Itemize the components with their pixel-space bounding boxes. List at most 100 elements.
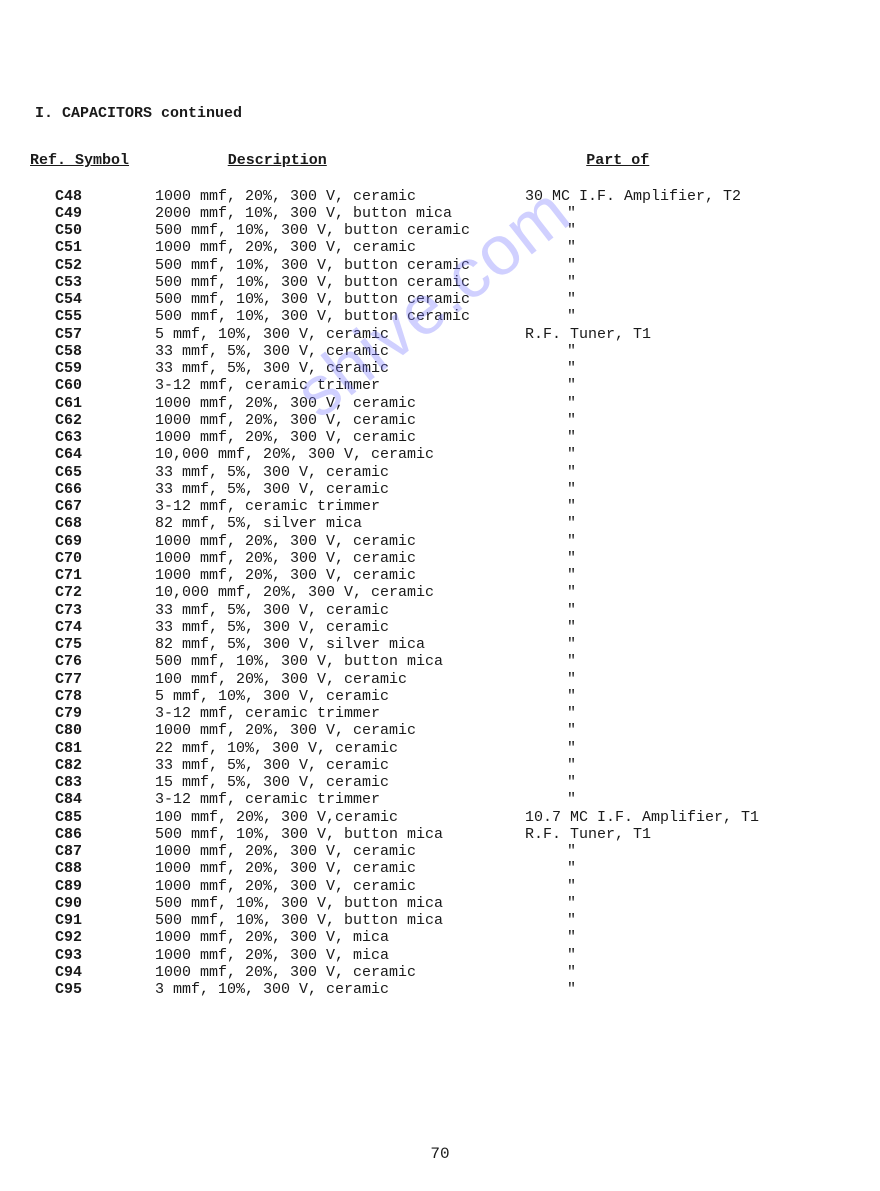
part-of: " [525,377,825,394]
description: 33 mmf, 5%, 300 V, ceramic [155,343,525,360]
ref-symbol: C68 [30,515,155,532]
ref-symbol: C55 [30,308,155,325]
table-row: C631000 mmf, 20%, 300 V, ceramic" [30,429,850,446]
description: 1000 mmf, 20%, 300 V, ceramic [155,722,525,739]
description: 82 mmf, 5%, 300 V, silver mica [155,636,525,653]
rows-container: C481000 mmf, 20%, 300 V, ceramic30 MC I.… [30,188,850,999]
ref-symbol: C90 [30,895,155,912]
part-of: " [525,291,825,308]
description: 10,000 mmf, 20%, 300 V, ceramic [155,584,525,601]
part-of: " [525,774,825,791]
part-of: " [525,895,825,912]
page: shive.com I. CAPACITORS continued Ref. S… [0,0,880,1191]
ref-symbol: C87 [30,843,155,860]
part-of: " [525,740,825,757]
table-row: C76500 mmf, 10%, 300 V, button mica" [30,653,850,670]
table-row: C7582 mmf, 5%, 300 V, silver mica" [30,636,850,653]
ref-symbol: C73 [30,602,155,619]
part-of: " [525,308,825,325]
table-row: C6882 mmf, 5%, silver mica" [30,515,850,532]
description: 500 mmf, 10%, 300 V, button mica [155,912,525,929]
table-row: C691000 mmf, 20%, 300 V, ceramic" [30,533,850,550]
description: 3-12 mmf, ceramic trimmer [155,791,525,808]
section-title: I. CAPACITORS continued [30,105,850,122]
ref-symbol: C67 [30,498,155,515]
ref-symbol: C80 [30,722,155,739]
ref-symbol: C92 [30,929,155,946]
table-row: C511000 mmf, 20%, 300 V, ceramic" [30,239,850,256]
table-row: C492000 mmf, 10%, 300 V, button mica" [30,205,850,222]
ref-symbol: C51 [30,239,155,256]
table-row: C8315 mmf, 5%, 300 V, ceramic" [30,774,850,791]
description: 33 mmf, 5%, 300 V, ceramic [155,481,525,498]
table-row: C86500 mmf, 10%, 300 V, button micaR.F. … [30,826,850,843]
part-of: " [525,964,825,981]
part-of: 10.7 MC I.F. Amplifier, T1 [525,809,825,826]
part-of: " [525,343,825,360]
description: 1000 mmf, 20%, 300 V, ceramic [155,412,525,429]
description: 500 mmf, 10%, 300 V, button ceramic [155,291,525,308]
table-row: C931000 mmf, 20%, 300 V, mica" [30,947,850,964]
ref-symbol: C81 [30,740,155,757]
ref-symbol: C84 [30,791,155,808]
table-row: C953 mmf, 10%, 300 V, ceramic" [30,981,850,998]
table-row: C6410,000 mmf, 20%, 300 V, ceramic" [30,446,850,463]
description: 500 mmf, 10%, 300 V, button mica [155,895,525,912]
table-row: C55500 mmf, 10%, 300 V, button ceramic" [30,308,850,325]
description: 33 mmf, 5%, 300 V, ceramic [155,360,525,377]
table-row: C8233 mmf, 5%, 300 V, ceramic" [30,757,850,774]
ref-symbol: C66 [30,481,155,498]
description: 1000 mmf, 20%, 300 V, mica [155,947,525,964]
ref-symbol: C93 [30,947,155,964]
table-row: C921000 mmf, 20%, 300 V, mica" [30,929,850,946]
table-row: C7210,000 mmf, 20%, 300 V, ceramic" [30,584,850,601]
part-of: " [525,274,825,291]
part-of: " [525,860,825,877]
description: 100 mmf, 20%, 300 V,ceramic [155,809,525,826]
part-of: " [525,929,825,946]
description: 1000 mmf, 20%, 300 V, ceramic [155,429,525,446]
ref-symbol: C57 [30,326,155,343]
ref-symbol: C74 [30,619,155,636]
table-row: C711000 mmf, 20%, 300 V, ceramic" [30,567,850,584]
table-row: C90500 mmf, 10%, 300 V, button mica" [30,895,850,912]
ref-symbol: C69 [30,533,155,550]
ref-symbol: C61 [30,395,155,412]
ref-symbol: C85 [30,809,155,826]
table-row: C5833 mmf, 5%, 300 V, ceramic" [30,343,850,360]
description: 5 mmf, 10%, 300 V, ceramic [155,326,525,343]
ref-symbol: C49 [30,205,155,222]
ref-symbol: C77 [30,671,155,688]
description: 500 mmf, 10%, 300 V, button mica [155,826,525,843]
page-number: 70 [0,1145,880,1163]
part-of: " [525,550,825,567]
ref-symbol: C95 [30,981,155,998]
ref-symbol: C78 [30,688,155,705]
table-row: C7333 mmf, 5%, 300 V, ceramic" [30,602,850,619]
description: 500 mmf, 10%, 300 V, button ceramic [155,257,525,274]
ref-symbol: C52 [30,257,155,274]
description: 1000 mmf, 20%, 300 V, ceramic [155,188,525,205]
part-of: " [525,395,825,412]
description: 100 mmf, 20%, 300 V, ceramic [155,671,525,688]
description: 1000 mmf, 20%, 300 V, ceramic [155,964,525,981]
ref-symbol: C54 [30,291,155,308]
ref-symbol: C58 [30,343,155,360]
table-row: C54500 mmf, 10%, 300 V, button ceramic" [30,291,850,308]
description: 3-12 mmf, ceramic trimmer [155,498,525,515]
description: 22 mmf, 10%, 300 V, ceramic [155,740,525,757]
part-of: " [525,429,825,446]
table-row: C77100 mmf, 20%, 300 V, ceramic" [30,671,850,688]
description: 3-12 mmf, ceramic trimmer [155,705,525,722]
header-desc: Description [148,152,577,169]
part-of: " [525,498,825,515]
description: 1000 mmf, 20%, 300 V, ceramic [155,843,525,860]
part-of: " [525,205,825,222]
table-row: C5933 mmf, 5%, 300 V, ceramic" [30,360,850,377]
description: 33 mmf, 5%, 300 V, ceramic [155,619,525,636]
description: 1000 mmf, 20%, 300 V, ceramic [155,550,525,567]
part-of: " [525,947,825,964]
description: 15 mmf, 5%, 300 V, ceramic [155,774,525,791]
ref-symbol: C70 [30,550,155,567]
header-part: Part of [576,152,850,169]
